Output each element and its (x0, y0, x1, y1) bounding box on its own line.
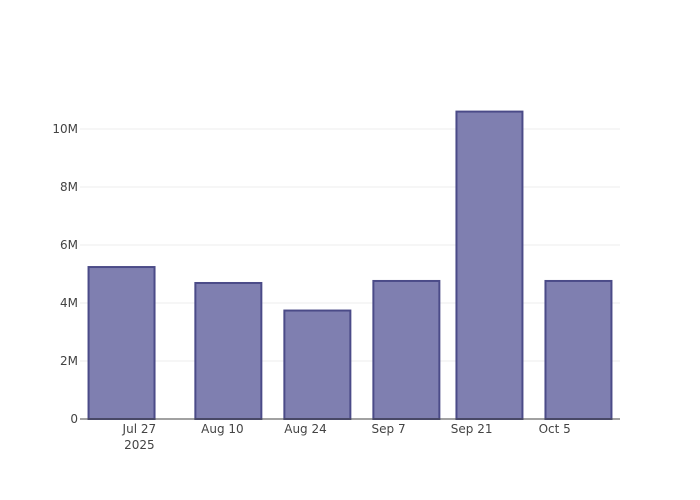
x-year-label: 2025 (124, 438, 155, 452)
y-tick-label: 0 (70, 412, 78, 426)
y-tick-label: 2M (60, 354, 78, 368)
bar (194, 281, 263, 420)
x-tick-label: Sep 7 (372, 422, 406, 436)
y-tick-label: 4M (60, 296, 78, 310)
bar (544, 279, 613, 420)
x-tick-label: Sep 21 (451, 422, 493, 436)
x-tick-label: Oct 5 (539, 422, 571, 436)
x-tick-label: Aug 24 (284, 422, 327, 436)
bar (455, 110, 524, 420)
y-tick-label: 10M (52, 122, 78, 136)
y-tick-label: 6M (60, 238, 78, 252)
bar (87, 266, 156, 421)
y-tick-label: 8M (60, 180, 78, 194)
x-tick-label: Jul 27 (122, 422, 157, 436)
bar (283, 309, 352, 421)
bar (372, 279, 441, 420)
x-tick-label: Aug 10 (201, 422, 244, 436)
